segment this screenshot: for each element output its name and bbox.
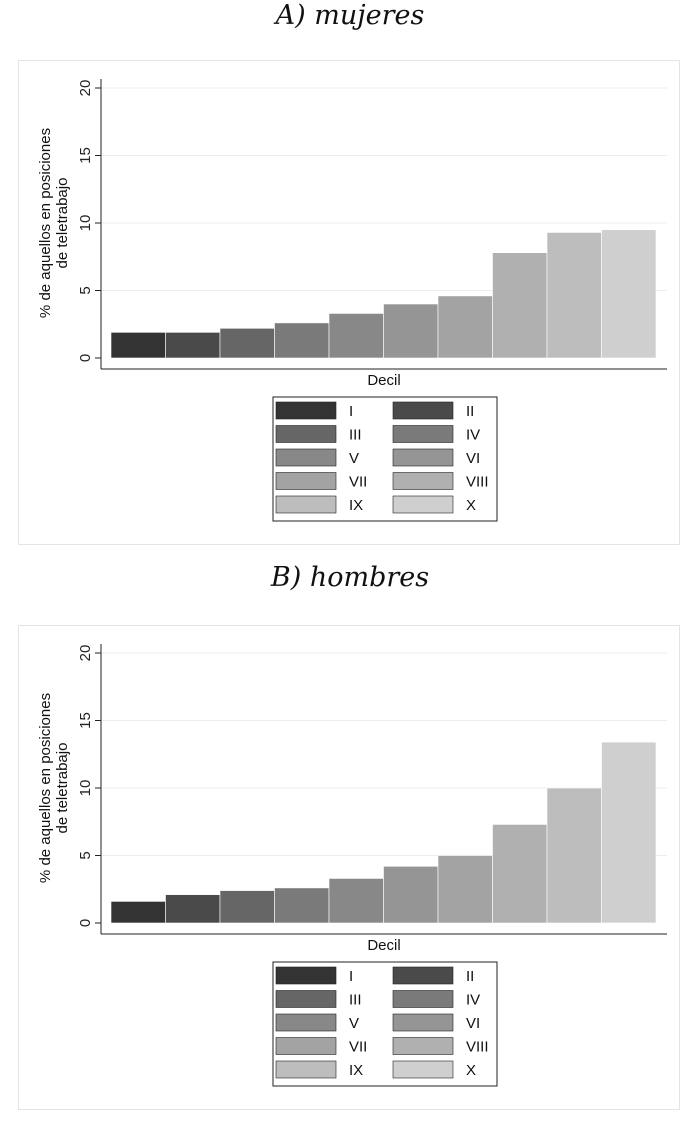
legend-label-III: III bbox=[349, 992, 362, 1009]
bar-I bbox=[110, 901, 166, 924]
legend-swatch-IX bbox=[275, 495, 337, 514]
legend-swatch-IV bbox=[392, 990, 454, 1008]
bar-VII bbox=[437, 855, 493, 924]
y-axis-label: de teletrabajo bbox=[54, 178, 71, 269]
legend-swatch-V bbox=[275, 448, 337, 467]
legend-swatch-VII bbox=[275, 472, 337, 490]
bar-X bbox=[601, 229, 657, 359]
legend-swatch-I bbox=[275, 401, 337, 420]
y-axis-label: de teletrabajo bbox=[54, 743, 71, 834]
legend-swatch-IX bbox=[275, 1060, 337, 1079]
bar-VI bbox=[383, 866, 439, 924]
bar-I bbox=[110, 332, 166, 359]
bar-IX bbox=[546, 232, 602, 359]
legend-swatch-VI bbox=[392, 448, 454, 467]
bar-VIII bbox=[492, 824, 548, 924]
bar-IV bbox=[274, 887, 330, 924]
legend-label-VIII: VIII bbox=[466, 1039, 489, 1056]
bar-II bbox=[165, 894, 221, 924]
bar-VI bbox=[383, 303, 439, 359]
bar-IX bbox=[546, 787, 602, 924]
bar-III bbox=[219, 890, 275, 924]
y-tick-label: 5 bbox=[77, 851, 94, 859]
legend-label-V: V bbox=[349, 450, 359, 467]
bar-II bbox=[165, 332, 221, 359]
legend-swatch-X bbox=[392, 1060, 454, 1079]
legend-label-I: I bbox=[349, 403, 353, 420]
legend-label-IV: IV bbox=[466, 427, 480, 444]
y-tick-label: 15 bbox=[77, 712, 94, 729]
bar-V bbox=[328, 313, 384, 359]
legend-label-IX: IX bbox=[349, 497, 363, 514]
y-tick-label: 10 bbox=[77, 780, 94, 797]
legend-label-VI: VI bbox=[466, 1015, 480, 1032]
legend-swatch-III bbox=[275, 425, 337, 443]
y-tick-label: 0 bbox=[77, 919, 94, 927]
legend-label-VIII: VIII bbox=[466, 474, 489, 491]
legend-swatch-VIII bbox=[392, 472, 454, 490]
legend-label-III: III bbox=[349, 427, 362, 444]
y-tick-label: 10 bbox=[77, 215, 94, 232]
panel-title-mujeres: A) mujeres bbox=[275, 0, 425, 31]
bar-IV bbox=[274, 322, 330, 359]
bar-chart-mujeres: 0 5 10 15 20 % de aquellos en posiciones de te… bbox=[37, 79, 667, 522]
x-axis-label: Decil bbox=[367, 937, 400, 954]
legend-swatch-IV bbox=[392, 425, 454, 443]
legend-label-IV: IV bbox=[466, 992, 480, 1009]
legend-label-V: V bbox=[349, 1015, 359, 1032]
bar-X bbox=[601, 741, 657, 924]
bar-V bbox=[328, 878, 384, 924]
bar-chart-hombres: 0 5 10 15 20 % de aquellos en posiciones de te… bbox=[37, 644, 667, 1087]
bar-VIII bbox=[492, 252, 548, 359]
legend-swatch-X bbox=[392, 495, 454, 514]
legend-swatch-II bbox=[392, 966, 454, 985]
legend-label-IX: IX bbox=[349, 1062, 363, 1079]
bar-III bbox=[219, 327, 275, 359]
chart-panel-hombres: 0 5 10 15 20 % de aquellos en posiciones de te… bbox=[18, 625, 680, 1110]
legend-label-I: I bbox=[349, 968, 353, 985]
panel-title-hombres: B) hombres bbox=[270, 562, 430, 593]
legend-label-VI: VI bbox=[466, 450, 480, 467]
y-tick-label: 20 bbox=[77, 645, 94, 662]
legend-swatch-V bbox=[275, 1013, 337, 1032]
legend-label-II: II bbox=[466, 403, 474, 420]
legend-swatch-VII bbox=[275, 1037, 337, 1055]
bar-VII bbox=[437, 295, 493, 359]
legend-swatch-VI bbox=[392, 1013, 454, 1032]
y-axis-label: % de aquellos en posiciones bbox=[37, 693, 54, 883]
y-tick-label: 5 bbox=[77, 286, 94, 294]
legend-swatch-III bbox=[275, 990, 337, 1008]
x-axis-label: Decil bbox=[367, 372, 400, 389]
y-tick-label: 0 bbox=[77, 354, 94, 362]
legend-label-X: X bbox=[466, 1062, 476, 1079]
legend-swatch-II bbox=[392, 401, 454, 420]
chart-panel-mujeres: 0 5 10 15 20 % de aquellos en posiciones de te… bbox=[18, 60, 680, 545]
legend-label-X: X bbox=[466, 497, 476, 514]
legend-label-II: II bbox=[466, 968, 474, 985]
legend-swatch-VIII bbox=[392, 1037, 454, 1055]
legend-label-VII: VII bbox=[349, 474, 367, 491]
legend-label-VII: VII bbox=[349, 1039, 367, 1056]
y-tick-label: 15 bbox=[77, 147, 94, 164]
y-tick-label: 20 bbox=[77, 80, 94, 97]
legend-swatch-I bbox=[275, 966, 337, 985]
y-axis-label: % de aquellos en posiciones bbox=[37, 128, 54, 318]
